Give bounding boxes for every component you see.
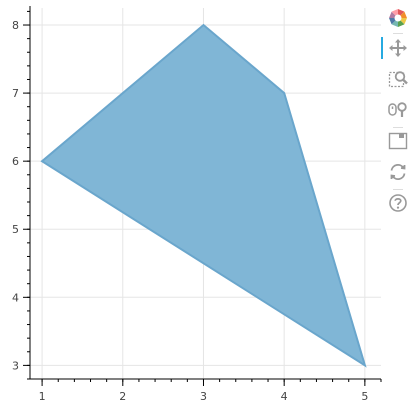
- y-tick-label: 4: [12, 291, 19, 304]
- reset-icon[interactable]: [383, 160, 413, 184]
- x-tick-label: 4: [281, 390, 288, 403]
- y-tick-label: 6: [12, 155, 19, 168]
- x-tick-label: 3: [200, 390, 207, 403]
- axes: 1 2 3 4 5 3 4 5 6 7 8: [12, 6, 382, 403]
- y-tick-label: 7: [12, 87, 19, 100]
- pan-icon[interactable]: [381, 36, 413, 60]
- save-icon[interactable]: [383, 129, 413, 153]
- y-tick-label: 8: [12, 19, 19, 32]
- bokeh-logo-icon[interactable]: [383, 6, 413, 30]
- x-tick-label: 2: [119, 390, 126, 403]
- box-zoom-icon[interactable]: [383, 67, 413, 91]
- help-icon[interactable]: [383, 191, 413, 215]
- x-tick-label: 5: [361, 390, 368, 403]
- area-series: [40, 23, 367, 368]
- wheel-zoom-icon[interactable]: [383, 98, 413, 122]
- y-tick-label: 5: [12, 223, 19, 236]
- toolbar: [381, 6, 413, 236]
- area-polygon: [40, 23, 367, 368]
- y-tick-label: 3: [12, 359, 19, 372]
- x-tick-label: 1: [39, 390, 46, 403]
